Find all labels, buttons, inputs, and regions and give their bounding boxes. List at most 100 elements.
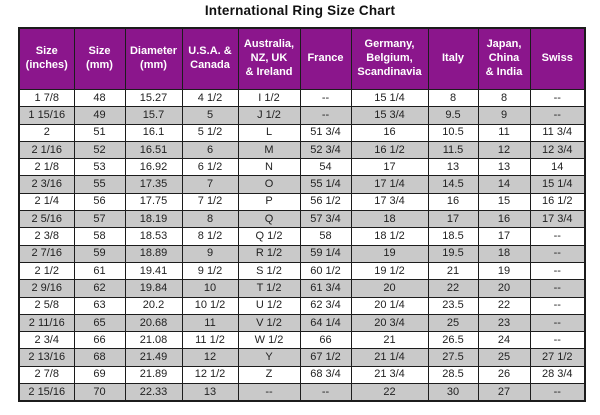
table-cell: 23 (477, 313, 531, 333)
table-cell: 2 5/8 (18, 296, 75, 315)
table-cell: 66 (299, 331, 352, 350)
table-cell: 9 (181, 244, 239, 263)
table-cell: 6 (181, 140, 239, 160)
table-cell: 21 1/4 (350, 348, 429, 367)
table-row: 2 3/4 66 21.08 11 1/2 W 1/2 66 21 26.5 24 -- (18, 331, 586, 350)
table-cell: 19 1/2 (350, 261, 429, 281)
table-cell: -- (529, 244, 586, 263)
table-row: 2 5/16 57 18.19 8 Q 57 3/4 18 17 16 17 3/4 (18, 210, 586, 229)
table-cell: 60 1/2 (299, 261, 352, 281)
table-cell: 28 3/4 (529, 365, 586, 385)
table-cell: -- (529, 313, 586, 333)
table-cell: 61 3/4 (299, 279, 352, 298)
table-cell: P (237, 192, 301, 212)
table-cell: 11 (181, 313, 239, 333)
table-cell: 10.5 (427, 123, 479, 142)
table-cell: 25 (427, 313, 479, 333)
table-row: 2 7/8 69 21.89 12 1/2 Z 68 3/4 21 3/4 28.5 26 28 … (18, 365, 586, 385)
table-cell: 1 7/8 (18, 88, 75, 108)
table-row: 2 1/2 61 19.41 9 1/2 S 1/2 60 1/2 19 1/2 21 19 -- (18, 261, 586, 281)
table-header-cell: Swiss (529, 27, 586, 90)
table-cell: 52 3/4 (299, 140, 352, 160)
table-cell: 27 (477, 383, 531, 402)
table-cell: 11 3/4 (529, 123, 586, 142)
table-header-cell: France (299, 27, 352, 90)
table-cell: 9.5 (427, 106, 479, 125)
table-cell: Q (237, 210, 301, 229)
table-cell: 26.5 (427, 331, 479, 350)
table-cell: 68 (73, 348, 126, 367)
table-cell: 2 5/16 (18, 210, 75, 229)
table-cell: 13 (427, 158, 479, 177)
table-cell: 19.5 (427, 244, 479, 263)
table-cell: 59 (73, 244, 126, 263)
table-cell: 19 (477, 261, 531, 281)
table-row: 2 51 16.1 5 1/2 L 51 3/4 16 10.5 11 11 3/4 (18, 123, 586, 142)
table-cell: 14.5 (427, 175, 479, 194)
table-cell: 16 (427, 192, 479, 212)
table-cell: 18.5 (427, 227, 479, 246)
table-cell: 2 3/8 (18, 227, 75, 246)
table-row: 2 13/16 68 21.49 12 Y 67 1/2 21 1/4 27.5 25 27 1/… (18, 348, 586, 367)
table-cell: 7 (181, 175, 239, 194)
table-cell: 49 (73, 106, 126, 125)
table-cell: 13 (477, 158, 531, 177)
table-cell: 16 1/2 (529, 192, 586, 212)
table-cell: 22 (350, 383, 429, 402)
table-cell: 4 1/2 (181, 88, 239, 108)
table-cell: 2 (18, 123, 75, 142)
table-cell: 12 1/2 (181, 365, 239, 385)
table-cell: 56 (73, 192, 126, 212)
table-cell: 16 (477, 210, 531, 229)
table-cell: 12 3/4 (529, 140, 586, 160)
table-cell: -- (529, 88, 586, 108)
table-cell: 2 1/4 (18, 192, 75, 212)
table-row: 2 1/4 56 17.75 7 1/2 P 56 1/2 17 3/4 16 15 16 1/2 (18, 192, 586, 212)
table-cell: 65 (73, 313, 126, 333)
table-cell: 61 (73, 261, 126, 281)
table-cell: 10 (181, 279, 239, 298)
table-cell: 55 1/4 (299, 175, 352, 194)
table-cell: 24 (477, 331, 531, 350)
table-cell: 17 (350, 158, 429, 177)
table-cell: 16 (350, 123, 429, 142)
table-cell: U 1/2 (237, 296, 301, 315)
table-cell: 16.1 (124, 123, 183, 142)
table-cell: -- (237, 383, 301, 402)
table-header-cell: Italy (427, 27, 479, 90)
table-cell: Z (237, 365, 301, 385)
table-cell: 22.33 (124, 383, 183, 402)
table-cell: 21.89 (124, 365, 183, 385)
table-cell: 9 (477, 106, 531, 125)
table-cell: 19.41 (124, 261, 183, 281)
table-cell: 51 (73, 123, 126, 142)
table-cell: 70 (73, 383, 126, 402)
table-cell: 23.5 (427, 296, 479, 315)
table-row: 2 3/8 58 18.53 8 1/2 Q 1/2 58 18 1/2 18.5 17 -- (18, 227, 586, 246)
table-cell: 2 1/2 (18, 261, 75, 281)
table-cell: 14 (529, 158, 586, 177)
table-header-cell: Germany, Belgium, Scandinavia (350, 27, 429, 90)
table-cell: 15 3/4 (350, 106, 429, 125)
table-cell: 64 1/4 (299, 313, 352, 333)
table-cell: 15 1/4 (350, 88, 429, 108)
table-cell: 17 1/4 (350, 175, 429, 194)
table-cell: 2 1/16 (18, 140, 75, 160)
table-header-cell: Diameter (mm) (124, 27, 183, 90)
table-cell: T 1/2 (237, 279, 301, 298)
table-cell: 11.5 (427, 140, 479, 160)
table-row: 2 11/16 65 20.68 11 V 1/2 64 1/4 20 3/4 25 23 -- (18, 313, 586, 333)
table-cell: 6 1/2 (181, 158, 239, 177)
table-cell: 19.84 (124, 279, 183, 298)
table-cell: 21 (427, 261, 479, 281)
table-cell: 63 (73, 296, 126, 315)
table-row: 1 15/16 49 15.7 5 J 1/2 -- 15 3/4 9.5 9 -- (18, 106, 586, 125)
table-cell: -- (529, 331, 586, 350)
table-row: 1 7/8 48 15.27 4 1/2 I 1/2 -- 15 1/4 8 8 -- (18, 88, 586, 108)
table-header-cell: Size (inches) (18, 27, 75, 90)
table-cell: -- (529, 296, 586, 315)
table-cell: 17 (477, 227, 531, 246)
table-cell: 15.7 (124, 106, 183, 125)
table-cell: 12 (181, 348, 239, 367)
table-cell: 2 15/16 (18, 383, 75, 402)
